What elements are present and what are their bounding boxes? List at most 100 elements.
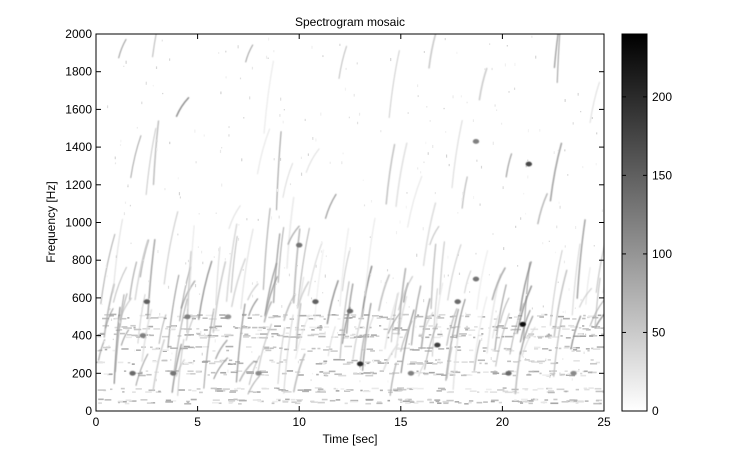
spectrogram-cell bbox=[344, 317, 349, 319]
spectrogram-cell bbox=[324, 326, 330, 328]
chirp-stroke bbox=[424, 323, 438, 370]
spectrogram-cell bbox=[438, 348, 445, 350]
spectrogram-speckle bbox=[563, 260, 566, 264]
spectrogram-speckle bbox=[423, 161, 425, 164]
chirp-stroke bbox=[314, 249, 324, 321]
spectrogram-cell bbox=[591, 347, 594, 350]
spectrogram-cell bbox=[251, 336, 257, 339]
spectrogram-cell bbox=[468, 401, 472, 404]
spectrogram-cell bbox=[345, 389, 351, 392]
spectrogram-speckle bbox=[278, 215, 280, 219]
spectrogram-cell bbox=[508, 317, 513, 319]
chirp-stroke bbox=[113, 306, 121, 385]
spectrogram-hotspot bbox=[525, 161, 533, 167]
spectrogram-cell bbox=[530, 328, 539, 331]
spectrogram-speckle bbox=[114, 162, 117, 165]
spectrogram-speckle bbox=[300, 172, 303, 176]
spectrogram-speckle bbox=[432, 144, 434, 148]
spectrogram-cell bbox=[216, 390, 224, 392]
x-tick-label: 10 bbox=[293, 415, 307, 429]
colorbar-tick-label: 0 bbox=[652, 404, 659, 418]
spectrogram-cell bbox=[461, 361, 468, 363]
spectrogram-speckle bbox=[109, 308, 111, 311]
spectrogram-cell bbox=[548, 390, 554, 392]
spectrogram-speckle bbox=[356, 62, 358, 65]
chirp-stroke bbox=[228, 205, 241, 230]
spectrogram-cell bbox=[376, 401, 382, 403]
chirp-stroke bbox=[589, 81, 600, 124]
spectrogram-cell bbox=[317, 401, 325, 404]
spectrogram-cell bbox=[97, 349, 100, 352]
spectrogram-cell bbox=[495, 326, 498, 329]
spectrogram-hotspot bbox=[224, 314, 232, 320]
spectrogram-cell bbox=[564, 370, 568, 373]
spectrogram-cell bbox=[246, 372, 254, 375]
spectrogram-cell bbox=[323, 349, 330, 351]
spectrogram-cell bbox=[433, 336, 441, 339]
spectrogram-cell bbox=[508, 370, 514, 372]
spectrogram-speckle bbox=[221, 183, 223, 187]
spectrogram-cell bbox=[220, 317, 228, 319]
spectrogram-cell bbox=[524, 388, 528, 391]
spectrogram-speckle bbox=[283, 109, 285, 111]
spectrogram-speckle bbox=[227, 369, 229, 373]
spectrogram-speckle bbox=[282, 120, 284, 124]
spectrogram-cell bbox=[349, 316, 353, 319]
spectrogram-speckle bbox=[228, 134, 230, 137]
spectrogram-cell bbox=[316, 373, 319, 376]
spectrogram-cell bbox=[532, 389, 538, 391]
chirp-stroke bbox=[245, 44, 254, 63]
spectrogram-cell bbox=[544, 313, 548, 316]
spectrogram-cell bbox=[252, 391, 257, 394]
spectrogram-cell bbox=[580, 372, 583, 375]
spectrogram-cell bbox=[99, 333, 105, 335]
spectrogram-cell bbox=[158, 390, 161, 393]
spectrogram-speckle bbox=[169, 58, 171, 61]
spectrogram-cell bbox=[127, 317, 130, 319]
spectrogram-cell bbox=[208, 318, 217, 320]
spectrogram-cell bbox=[438, 313, 446, 316]
spectrogram-cell bbox=[417, 363, 424, 365]
spectrogram-cell bbox=[330, 336, 339, 338]
spectrogram-speckle bbox=[108, 344, 110, 347]
spectrogram-cell bbox=[468, 329, 476, 331]
spectrogram-cell bbox=[426, 347, 434, 349]
spectrogram-cell bbox=[260, 400, 264, 403]
spectrogram-speckle bbox=[296, 265, 298, 267]
spectrogram-cell bbox=[333, 358, 341, 361]
spectrogram-cell bbox=[409, 388, 414, 391]
spectrogram-cell bbox=[142, 336, 147, 339]
spectrogram-speckle bbox=[219, 149, 222, 153]
spectrogram-speckle bbox=[516, 265, 519, 267]
spectrogram-cell bbox=[340, 359, 346, 361]
spectrogram-cell bbox=[362, 327, 366, 329]
spectrogram-cell bbox=[562, 328, 570, 330]
spectrogram-speckle bbox=[218, 52, 220, 54]
chirp-stroke bbox=[247, 375, 261, 395]
spectrogram-cell bbox=[446, 327, 449, 330]
spectrogram-speckle bbox=[170, 359, 172, 361]
spectrogram-cell bbox=[256, 391, 261, 393]
spectrogram-speckle bbox=[384, 282, 387, 286]
chirp-stroke bbox=[272, 233, 281, 304]
spectrogram-cell bbox=[422, 328, 430, 330]
spectrogram-cell bbox=[121, 348, 129, 350]
spectrogram-cell bbox=[98, 402, 102, 404]
spectrogram-speckle bbox=[427, 152, 429, 155]
chirp-stroke bbox=[282, 162, 294, 198]
spectrogram-cell bbox=[558, 347, 562, 350]
spectrogram-cell bbox=[540, 401, 548, 404]
chirp-stroke bbox=[410, 285, 422, 346]
spectrogram-cell bbox=[517, 400, 523, 403]
spectrogram-cell bbox=[585, 347, 590, 350]
spectrogram-speckle bbox=[298, 294, 300, 297]
spectrogram-cell bbox=[439, 335, 444, 337]
spectrogram-speckle bbox=[415, 325, 417, 329]
spectrogram-speckle bbox=[237, 237, 240, 241]
spectrogram-cell bbox=[242, 326, 248, 328]
spectrogram-cell bbox=[240, 332, 244, 335]
spectrogram-cell bbox=[435, 400, 440, 403]
spectrogram-speckle bbox=[200, 250, 203, 254]
spectrogram-cell bbox=[541, 313, 545, 316]
spectrogram-cell bbox=[284, 361, 287, 363]
